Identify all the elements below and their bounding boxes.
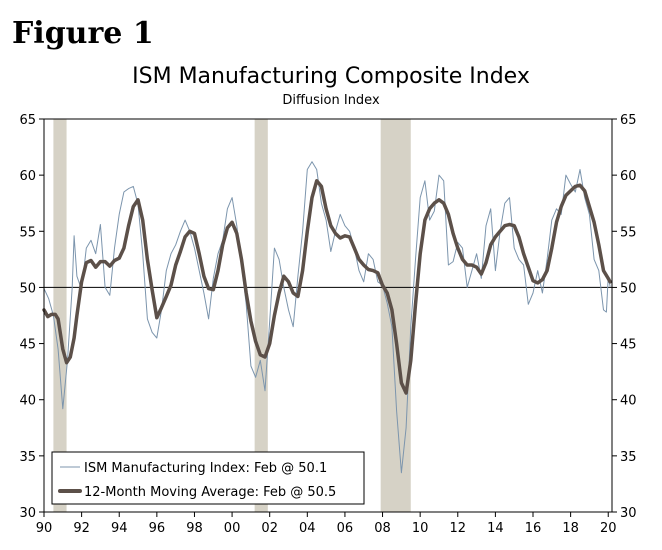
legend-label-ism: ISM Manufacturing Index: Feb @ 50.1 bbox=[84, 461, 327, 476]
recession-band bbox=[53, 119, 67, 512]
x-tick-label: 12 bbox=[450, 521, 467, 536]
y-tick-label-left: 40 bbox=[19, 394, 36, 409]
y-tick-label-left: 35 bbox=[19, 450, 36, 465]
y-tick-label-right: 55 bbox=[620, 225, 637, 240]
x-tick-label: 94 bbox=[111, 521, 128, 536]
legend-box bbox=[51, 451, 365, 505]
y-tick-label-left: 30 bbox=[19, 506, 36, 521]
y-tick-label-right: 45 bbox=[620, 338, 637, 353]
recession-band bbox=[254, 119, 268, 512]
series-line-moving-average bbox=[42, 179, 612, 395]
series-layer bbox=[42, 161, 612, 474]
recession-bands bbox=[53, 119, 411, 512]
figure-label: Figure 1 bbox=[12, 16, 154, 51]
recession-band bbox=[380, 119, 411, 512]
legend-label-moving-average: 12-Month Moving Average: Feb @ 50.5 bbox=[84, 485, 336, 500]
x-tick-label: 90 bbox=[36, 521, 53, 536]
x-tick-label: 16 bbox=[525, 521, 542, 536]
y-tick-label-left: 65 bbox=[19, 113, 36, 128]
x-tick-label: 20 bbox=[600, 521, 617, 536]
x-tick-label: 18 bbox=[562, 521, 579, 536]
x-tick-label: 08 bbox=[374, 521, 391, 536]
y-tick-label-right: 30 bbox=[620, 506, 637, 521]
y-tick-label-right: 40 bbox=[620, 394, 637, 409]
y-tick-label-left: 50 bbox=[19, 281, 36, 296]
y-tick-label-left: 55 bbox=[19, 225, 36, 240]
x-tick-label: 98 bbox=[186, 521, 203, 536]
plot-area-frame bbox=[43, 118, 613, 513]
y-tick-label-left: 45 bbox=[19, 338, 36, 353]
x-tick-label: 96 bbox=[149, 521, 166, 536]
series-line-ism bbox=[43, 161, 611, 474]
legend: ISM Manufacturing Index: Feb @ 50.1 12-M… bbox=[51, 451, 365, 505]
x-tick-label: 02 bbox=[261, 521, 278, 536]
y-axis-right: 30 35 40 45 50 55 60 65 bbox=[612, 113, 637, 521]
y-tick-label-right: 35 bbox=[620, 450, 637, 465]
y-axis-left: 30 35 40 45 50 55 60 65 bbox=[19, 113, 44, 521]
x-tick-label: 14 bbox=[487, 521, 504, 536]
x-tick-label: 92 bbox=[73, 521, 90, 536]
y-tick-label-right: 65 bbox=[620, 113, 637, 128]
x-tick-label: 10 bbox=[412, 521, 429, 536]
chart-subtitle: Diffusion Index bbox=[282, 93, 380, 108]
y-tick-label-right: 50 bbox=[620, 281, 637, 296]
x-tick-label: 04 bbox=[299, 521, 316, 536]
y-tick-label-right: 60 bbox=[620, 169, 637, 184]
y-tick-label-left: 60 bbox=[19, 169, 36, 184]
chart-title: ISM Manufacturing Composite Index bbox=[132, 64, 530, 89]
x-axis: 90 92 94 96 98 00 02 04 06 08 10 12 14 16 18 20 bbox=[36, 512, 617, 536]
x-tick-label: 00 bbox=[224, 521, 241, 536]
x-tick-label: 06 bbox=[337, 521, 354, 536]
